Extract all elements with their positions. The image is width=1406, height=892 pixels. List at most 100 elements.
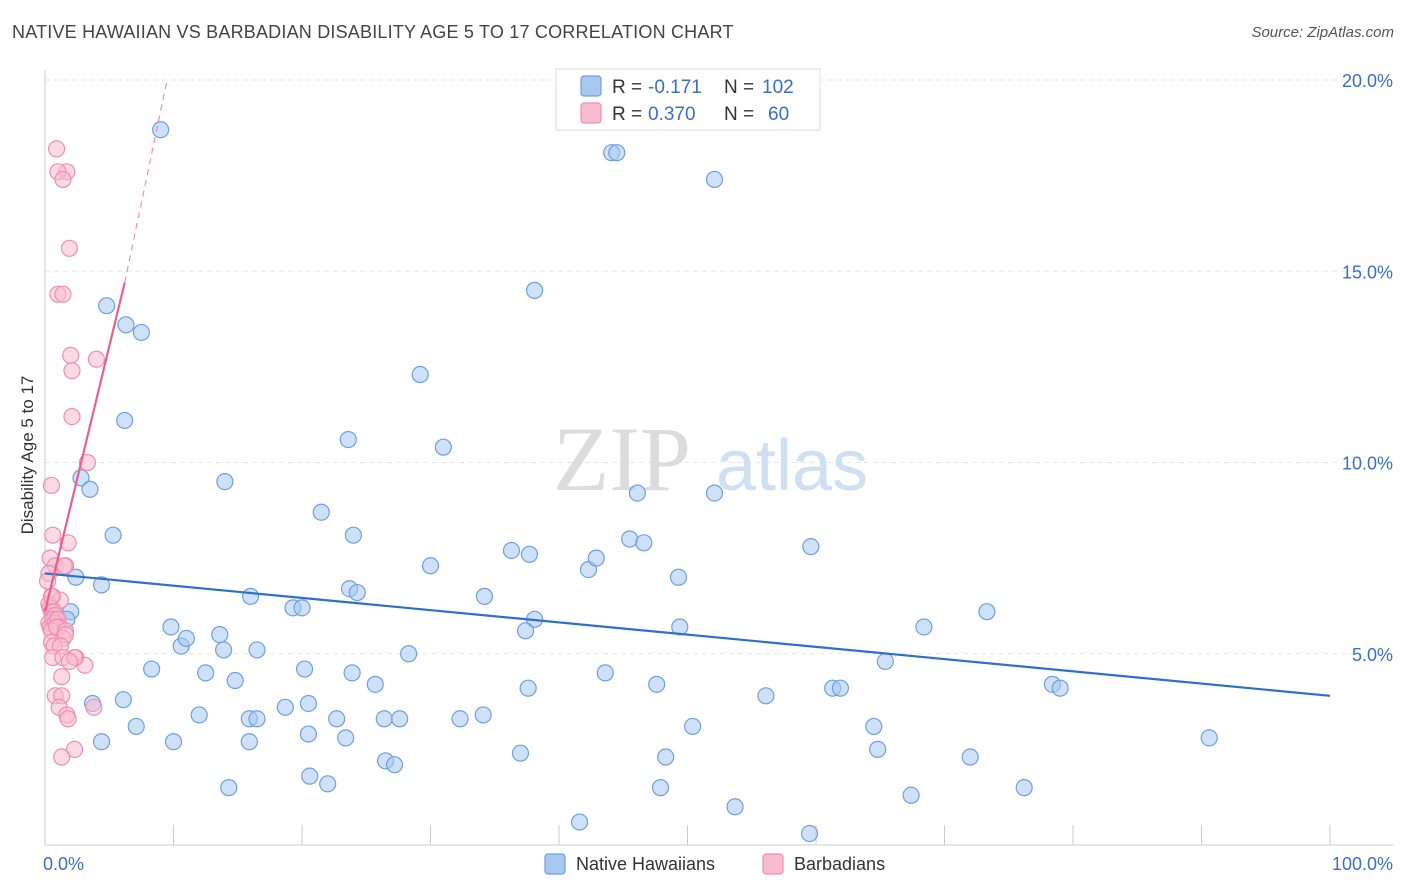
native-hawaiian-point <box>876 652 894 671</box>
watermark: ZIP atlas <box>553 408 868 510</box>
legend-bottom-swatch-blue <box>544 853 566 875</box>
barbadian-point <box>60 239 79 257</box>
legend-n-value: 60 <box>768 104 789 125</box>
native-hawaiian-point <box>519 679 537 697</box>
native-hawaiian-point <box>421 557 440 575</box>
native-hawaiian-point <box>520 545 539 563</box>
native-hawaiian-point <box>525 281 544 299</box>
native-hawaiian-point <box>705 484 724 502</box>
native-hawaiian-point <box>143 660 161 678</box>
barbadian-point <box>59 710 77 728</box>
native-hawaiian-point <box>343 664 361 682</box>
native-hawaiian-point <box>116 411 134 430</box>
native-hawaiian-point <box>117 316 135 334</box>
native-hawaiian-point <box>451 710 469 728</box>
y-tick-label: 20.0% <box>1342 71 1393 91</box>
chart-title: NATIVE HAWAIIAN VS BARBADIAN DISABILITY … <box>12 22 734 42</box>
native-hawaiian-point <box>1051 679 1069 697</box>
barbadian-point <box>63 408 81 426</box>
x-tick-label: 100.0% <box>1332 854 1393 874</box>
native-hawaiian-point <box>621 530 639 548</box>
legend-bottom-label-barbadians: Barbadians <box>794 854 885 874</box>
y-tick-label: 15.0% <box>1342 262 1393 282</box>
native-hawaiian-point <box>411 365 429 384</box>
legend-bottom: Native Hawaiians Barbadians <box>544 853 885 875</box>
native-hawaiian-point <box>127 717 145 736</box>
barbadian-point <box>54 170 72 189</box>
watermark-atlas: atlas <box>716 426 868 506</box>
y-tick-label: 5.0% <box>1352 645 1393 665</box>
native-hawaiian-point <box>978 603 996 621</box>
legend-bottom-swatch-pink <box>762 853 784 875</box>
native-hawaiian-point <box>800 824 819 843</box>
native-hawaiian-point <box>961 748 979 766</box>
native-hawaiian-point <box>319 775 337 793</box>
native-hawaiian-point <box>344 526 362 544</box>
barbadians-trend-extension <box>124 79 168 283</box>
native-hawaiian-point <box>651 779 670 797</box>
native-hawaiian-point <box>1200 729 1218 747</box>
barbadian-point <box>87 350 106 368</box>
native-hawaiian-point <box>242 587 260 605</box>
native-hawaiian-point <box>902 786 920 804</box>
native-hawaiian-point <box>400 645 418 663</box>
x-tick-label: 0.0% <box>43 854 84 874</box>
y-tick-label: 10.0% <box>1342 454 1393 474</box>
trend-lines <box>43 79 1331 697</box>
native-hawaiian-point <box>276 698 294 716</box>
native-hawaiian-point <box>328 710 346 728</box>
native-hawaiian-point <box>190 706 208 724</box>
native-hawaiian-point <box>570 813 589 831</box>
legend-top: R = -0.171 N = 102 R = 0.370 N = 60 <box>555 68 821 131</box>
native-hawaiian-point <box>657 748 675 766</box>
legend-r-value: 0.370 <box>648 104 696 125</box>
native-hawaiian-point <box>516 622 535 640</box>
barbadian-point <box>63 362 81 380</box>
barbadian-point <box>53 668 71 686</box>
barbadian-point <box>85 698 103 716</box>
barbadian-point <box>47 140 66 158</box>
native-hawaiian-point <box>802 538 820 556</box>
native-hawaiian-point <box>301 767 319 785</box>
native-hawaiian-point <box>92 733 111 751</box>
barbadian-point <box>62 346 80 364</box>
native-hawaiian-point <box>81 480 99 498</box>
barbadian-point <box>78 453 97 472</box>
legend-r-value: -0.171 <box>648 77 702 98</box>
barbadian-point <box>65 740 84 758</box>
native-hawaiian-point <box>216 473 234 491</box>
native-hawaiian-point <box>211 626 229 644</box>
native-hawaiian-point <box>248 710 266 728</box>
native-hawaiian-point <box>299 725 318 743</box>
y-tick-labels: 5.0% 10.0% 15.0% 20.0% <box>1342 71 1393 665</box>
native-hawaiian-point <box>132 323 150 342</box>
native-hawaiian-point <box>434 438 452 456</box>
native-hawaiian-point <box>831 679 850 697</box>
native-hawaiian-point <box>635 534 653 552</box>
barbadian-point <box>53 748 71 766</box>
native-hawaiian-point <box>385 756 404 774</box>
native-hawaiian-point <box>757 687 775 705</box>
native-hawaiian-point <box>375 710 393 728</box>
native-hawaiian-point <box>1015 779 1033 797</box>
native-hawaiian-point <box>114 691 132 709</box>
native-hawaiian-point <box>177 629 195 648</box>
watermark-zip: ZIP <box>553 408 691 510</box>
native-hawaiian-point <box>197 664 215 682</box>
native-hawaiian-point <box>915 618 933 636</box>
barbadian-point <box>55 557 73 575</box>
y-axis-title: Disability Age 5 to 17 <box>18 376 37 535</box>
x-tick-labels: 0.0% 100.0% <box>43 854 1393 874</box>
native-hawaiian-point <box>215 641 233 659</box>
native-hawaiian-point <box>869 740 887 758</box>
native-hawaiian-point <box>162 618 180 636</box>
native-hawaiian-point <box>299 694 318 713</box>
native-hawaiian-point <box>865 717 883 736</box>
legend-swatch-pink <box>580 102 602 124</box>
legend-r-label: R = <box>612 77 642 98</box>
native-hawaiian-point <box>152 121 170 139</box>
native-hawaiian-point <box>705 170 724 189</box>
native-hawaiian-point <box>293 599 311 617</box>
legend-r-label: R = <box>612 104 642 125</box>
